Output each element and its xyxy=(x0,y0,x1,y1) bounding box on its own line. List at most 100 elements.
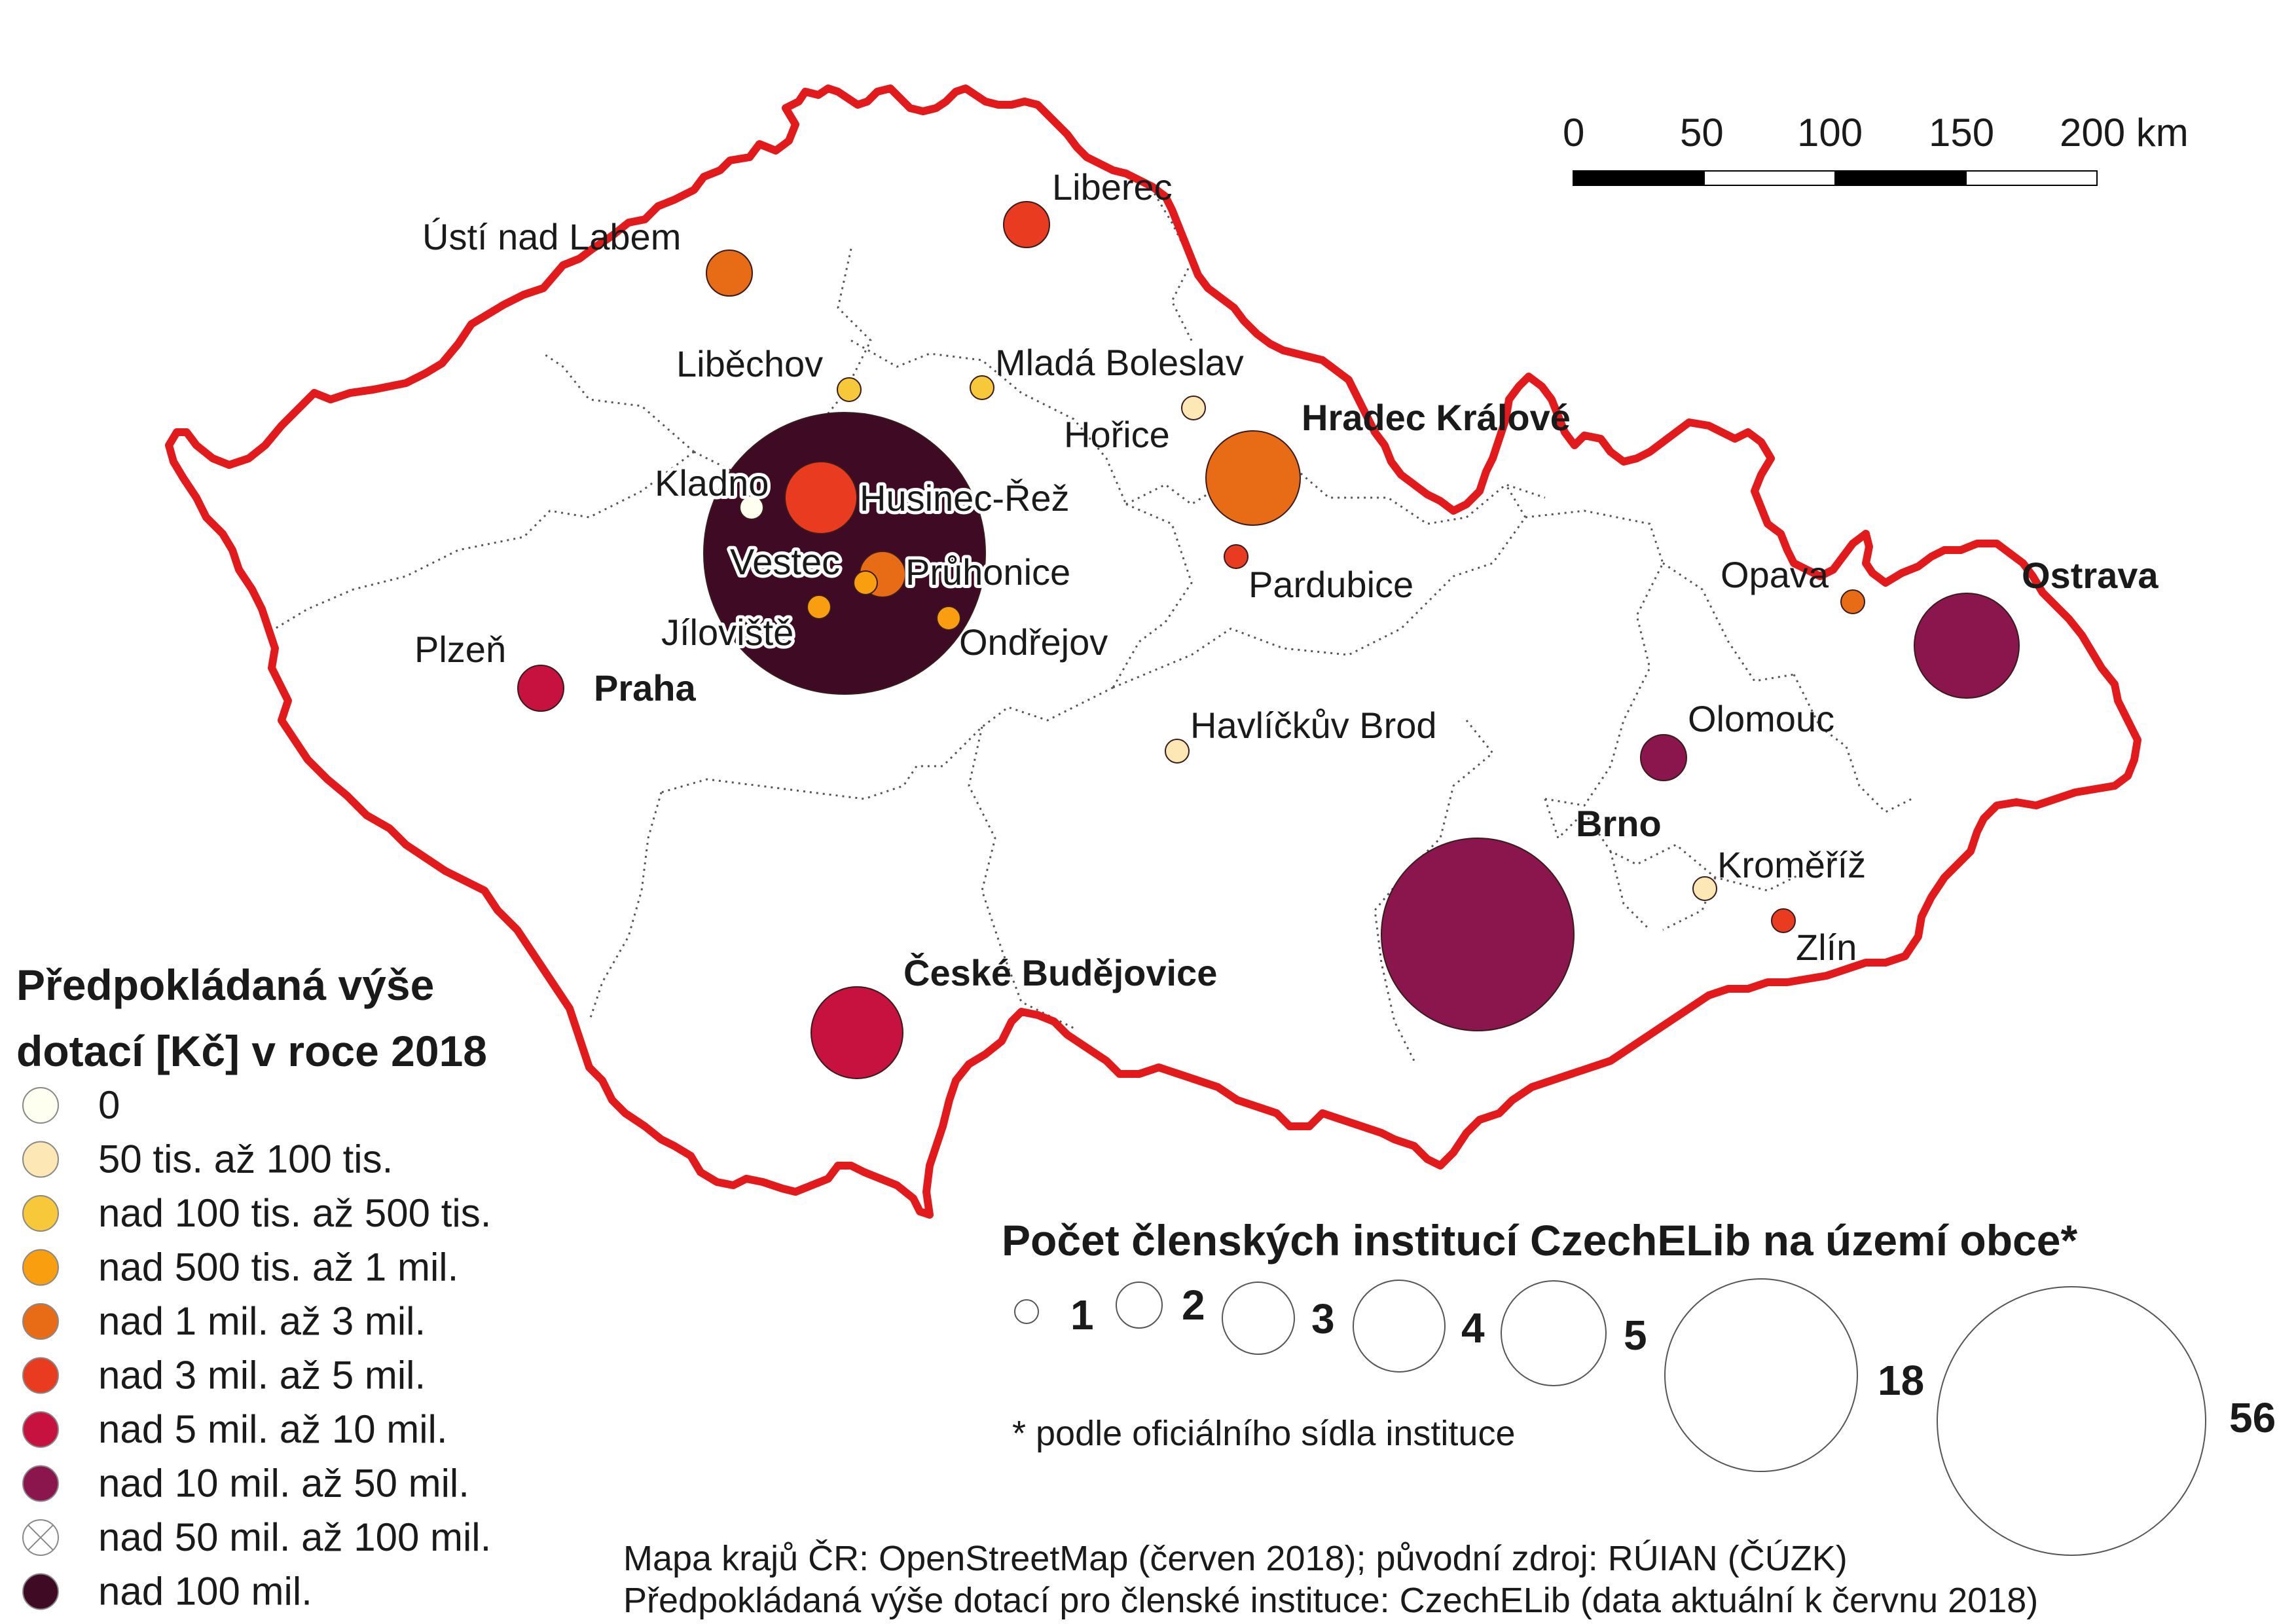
source-line-2: Předpokládaná výše dotací pro členské in… xyxy=(623,1581,2038,1620)
fill-legend-title-line2: dotací [Kč] v roce 2018 xyxy=(16,1027,487,1075)
fill-legend-label: nad 10 mil. až 50 mil. xyxy=(98,1462,469,1505)
city-label-pruhonice-halo: Průhonice xyxy=(905,551,1070,593)
size-legend-title: Počet členských institucí CzechELib na ú… xyxy=(1002,1216,2077,1264)
city-marker-plzen[interactable] xyxy=(517,665,564,712)
city-marker-brno[interactable] xyxy=(1381,838,1575,1031)
fill-legend-swatch xyxy=(22,1087,59,1124)
city-marker-ceske-budejovice[interactable] xyxy=(811,986,903,1079)
city-marker-olomouc[interactable] xyxy=(1640,734,1687,781)
city-marker-mlada-boleslav[interactable] xyxy=(970,375,994,400)
size-legend-footnote: * podle oficiálního sídla instituce xyxy=(1012,1414,1515,1453)
size-legend-count-18: 18 xyxy=(1878,1357,1924,1404)
fill-legend-label: 50 tis. až 100 tis. xyxy=(98,1137,393,1181)
city-label-vestec-halo: Vestec xyxy=(730,541,840,582)
size-legend-circle-56 xyxy=(1937,1286,2206,1556)
fill-legend-swatch xyxy=(22,1411,59,1448)
city-label-brno: Brno xyxy=(1576,803,1662,844)
size-legend-count-5: 5 xyxy=(1624,1312,1647,1359)
size-legend-circle-5 xyxy=(1501,1280,1607,1386)
city-label-husinec-rez-halo: Husinec-Řež xyxy=(860,477,1070,519)
scale-bar: 0 50 100 150 200 km xyxy=(1563,111,2189,186)
fill-legend-swatch-cross xyxy=(27,1524,54,1551)
fill-legend-swatch xyxy=(22,1573,59,1610)
size-legend-circle-4 xyxy=(1353,1280,1446,1373)
fill-legend-swatch xyxy=(22,1303,59,1340)
city-label-plzen: Plzeň xyxy=(414,629,506,670)
size-legend-circle-18 xyxy=(1664,1278,1858,1472)
size-legend-circle-2 xyxy=(1116,1282,1163,1329)
city-label-mlada-boleslav: Mladá Boleslav xyxy=(995,342,1244,383)
city-marker-liberec[interactable] xyxy=(1003,201,1050,248)
size-legend-count-4: 4 xyxy=(1461,1304,1485,1352)
city-label-pruhonice: Průhonice xyxy=(905,551,1070,593)
fill-legend-swatch xyxy=(22,1357,59,1394)
city-label-olomouc: Olomouc xyxy=(1688,698,1834,739)
size-legend: Počet členských institucí CzechELib na ú… xyxy=(1002,1216,2276,1556)
city-marker-praha[interactable] xyxy=(703,412,986,695)
city-label-kromeriz: Kroměříž xyxy=(1717,844,1866,885)
city-label-husinec-rez: Husinec-Řež xyxy=(860,477,1070,519)
city-marker-havlickuv-brod[interactable] xyxy=(1165,739,1190,764)
city-marker-husinec-rez[interactable] xyxy=(784,461,858,534)
city-marker-vestec[interactable] xyxy=(853,570,878,595)
city-symbols xyxy=(517,201,2020,1079)
fill-legend-label: nad 5 mil. až 10 mil. xyxy=(98,1407,448,1451)
fill-legend-swatch xyxy=(22,1141,59,1178)
fill-legend: Předpokládaná výše dotací [Kč] v roce 20… xyxy=(16,961,491,1614)
scale-tick-0: 0 xyxy=(1563,111,1584,155)
fill-legend-label: nad 100 tis. až 500 tis. xyxy=(98,1191,491,1235)
city-label-horice: Hořice xyxy=(1064,414,1170,455)
city-label-jiloviste-halo: Jíloviště xyxy=(661,612,793,653)
city-marker-opava[interactable] xyxy=(1840,589,1865,614)
fill-legend-label: nad 100 mil. xyxy=(98,1570,312,1614)
city-marker-usti-nad-labem[interactable] xyxy=(706,249,753,297)
city-label-jiloviste: Jíloviště xyxy=(661,612,793,653)
scale-tick-200: 200 km xyxy=(2060,111,2189,155)
size-legend-count-56: 56 xyxy=(2229,1394,2276,1441)
city-marker-ostrava[interactable] xyxy=(1914,593,2020,699)
fill-legend-swatch xyxy=(22,1465,59,1502)
city-marker-hradec-kralove[interactable] xyxy=(1205,430,1301,526)
region-boundaries xyxy=(274,189,1912,1061)
city-marker-zlin[interactable] xyxy=(1771,908,1796,933)
fill-legend-label: nad 3 mil. až 5 mil. xyxy=(98,1354,426,1397)
city-label-hradec-kralove: Hradec Králové xyxy=(1302,397,1571,438)
city-marker-jiloviste[interactable] xyxy=(807,595,831,619)
fill-legend-label: 0 xyxy=(98,1083,120,1127)
source-line-1: Mapa krajů ČR: OpenStreetMap (červen 201… xyxy=(623,1539,1848,1578)
size-legend-count-2: 2 xyxy=(1182,1282,1205,1329)
size-legend-circle-3 xyxy=(1222,1282,1295,1355)
fill-legend-swatch xyxy=(22,1195,59,1232)
city-label-vestec: Vestec xyxy=(730,541,840,582)
fill-legend-label: nad 500 tis. až 1 mil. xyxy=(98,1246,458,1289)
city-marker-libechov[interactable] xyxy=(837,377,862,402)
city-label-usti-nad-labem: Ústí nad Labem xyxy=(422,216,681,257)
scale-tick-150: 150 xyxy=(1929,111,1994,155)
city-label-havlickuv-brod: Havlíčkův Brod xyxy=(1190,705,1437,746)
size-legend-count-3: 3 xyxy=(1311,1295,1335,1342)
city-label-liberec: Liberec xyxy=(1052,166,1173,208)
city-marker-kromeriz[interactable] xyxy=(1692,876,1717,901)
city-label-zlin: Zlín xyxy=(1796,927,1857,968)
city-label-kladno: Kladno xyxy=(655,462,769,504)
fill-legend-title-line1: Předpokládaná výše xyxy=(16,961,434,1009)
city-label-ondrejov: Ondřejov xyxy=(959,621,1108,663)
fill-legend-swatch xyxy=(22,1249,59,1286)
city-labels: Ústí nad Labem Liberec Liběchov Mladá Bo… xyxy=(414,166,2159,993)
city-marker-horice[interactable] xyxy=(1181,396,1206,420)
fill-legend-label: nad 50 mil. až 100 mil. xyxy=(98,1515,491,1559)
sources: Mapa krajů ČR: OpenStreetMap (červen 201… xyxy=(623,1539,2038,1620)
city-label-praha: Praha xyxy=(594,667,696,709)
country-border xyxy=(165,84,2141,1219)
city-marker-pardubice[interactable] xyxy=(1224,544,1248,569)
size-legend-circle-1 xyxy=(1014,1299,1039,1324)
size-legend-count-1: 1 xyxy=(1070,1291,1094,1338)
city-label-ceske-budejovice: České Budějovice xyxy=(903,952,1217,993)
fill-legend-label: nad 1 mil. až 3 mil. xyxy=(98,1299,426,1343)
city-label-libechov: Liběchov xyxy=(676,343,823,384)
scale-tick-100: 100 xyxy=(1797,111,1863,155)
city-marker-kladno[interactable] xyxy=(739,495,764,520)
city-marker-ondrejov[interactable] xyxy=(936,606,961,631)
city-label-pardubice: Pardubice xyxy=(1248,564,1413,605)
